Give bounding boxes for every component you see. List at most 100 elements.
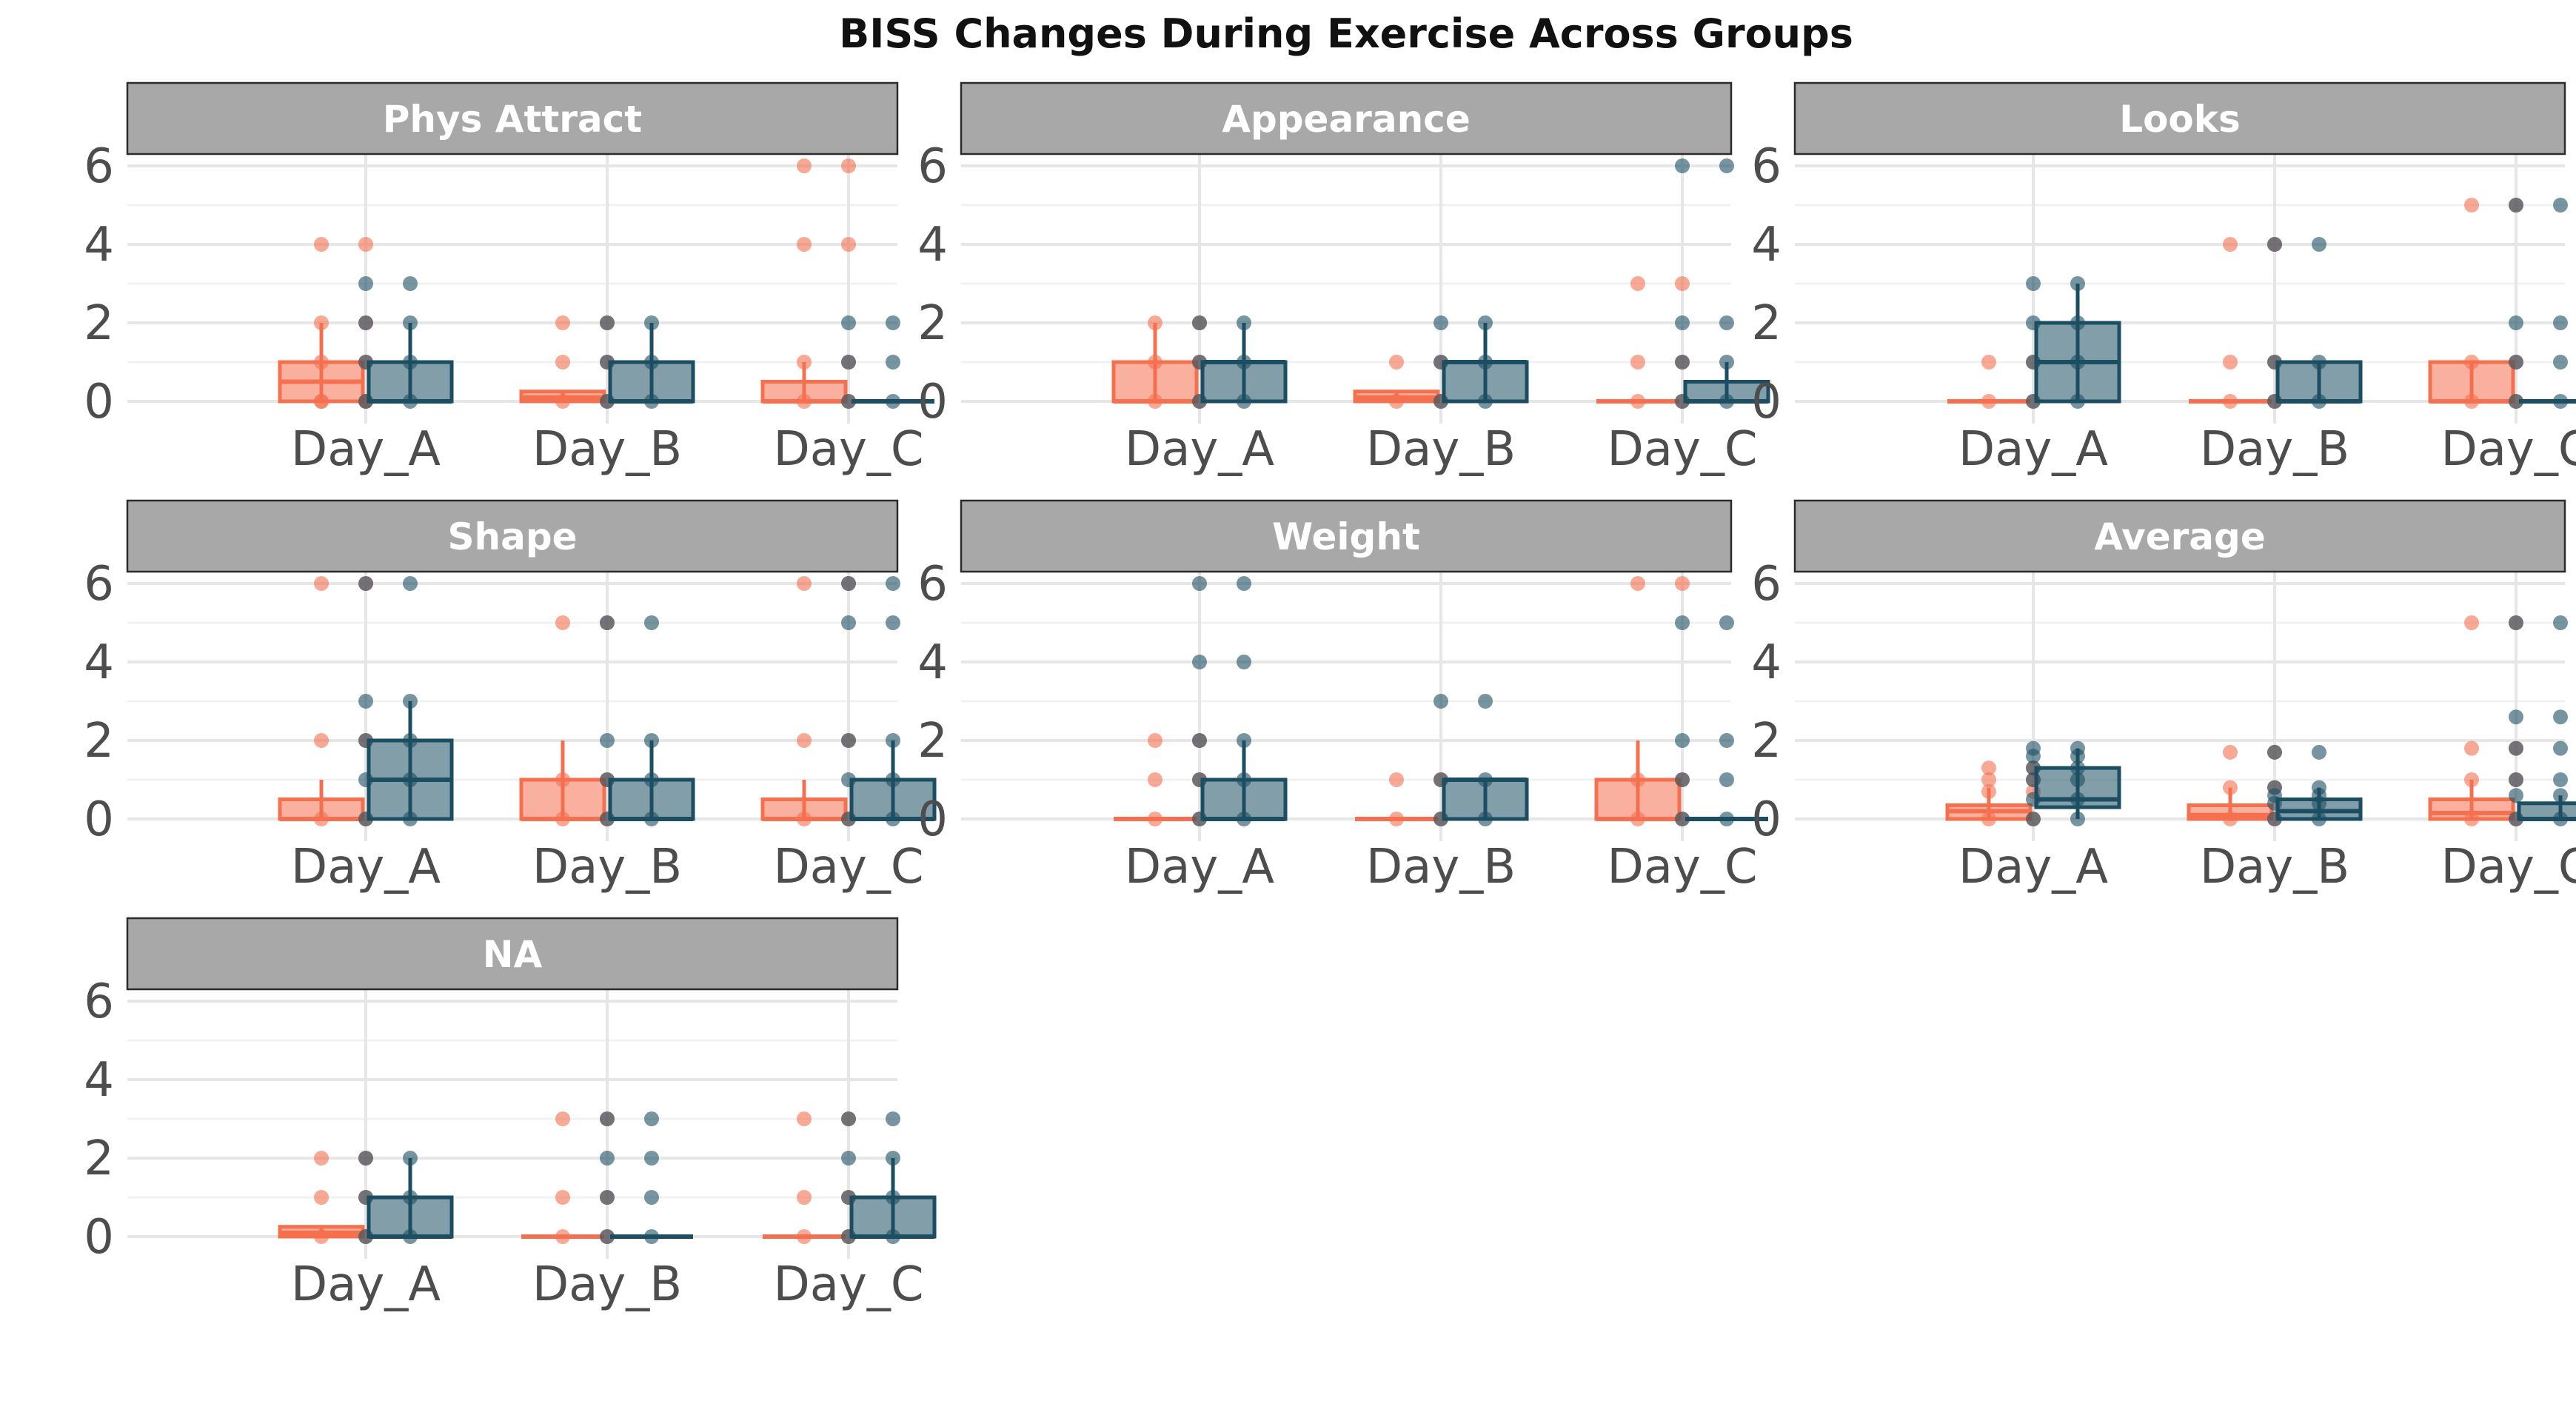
data-point [358, 733, 373, 748]
boxplot-series-1 [1945, 760, 2041, 826]
data-point-jitter [1719, 394, 1734, 409]
data-point-jitter [1719, 615, 1734, 630]
x-tick-label: Day_B [1366, 840, 1516, 895]
data-point-jitter [644, 1151, 659, 1166]
y-tick-label: 6 [84, 139, 114, 194]
data-point-jitter [2553, 788, 2568, 803]
data-point-jitter [403, 1190, 418, 1205]
data-point [2267, 394, 2282, 409]
data-point-jitter [2553, 394, 2568, 409]
data-point [1192, 772, 1207, 787]
data-point-jitter [2223, 744, 2238, 760]
facet-strip-label: Looks [2119, 98, 2241, 141]
chart-title: BISS Changes During Exercise Across Grou… [839, 10, 1853, 57]
data-point [1433, 394, 1448, 409]
x-tick-label: Day_B [532, 840, 682, 895]
data-point [358, 1151, 373, 1166]
boxplot-series-1 [760, 576, 856, 826]
data-point-jitter [314, 237, 329, 252]
data-point-jitter [797, 1229, 812, 1244]
boxplot-series-2 [1433, 315, 1529, 409]
data-point-jitter [314, 576, 329, 591]
data-point [1675, 355, 1690, 370]
data-point-jitter [797, 1111, 812, 1126]
data-point [841, 615, 856, 630]
data-point [600, 812, 615, 826]
data-point-jitter [555, 355, 570, 370]
data-point [2026, 760, 2041, 776]
data-point-jitter [1389, 355, 1404, 370]
boxplot-series-2 [841, 576, 937, 826]
data-point [1192, 355, 1207, 370]
data-point [600, 1190, 615, 1205]
data-point-jitter [2070, 276, 2085, 291]
data-point-jitter [314, 1229, 329, 1244]
data-point [1675, 158, 1690, 173]
data-point [2267, 237, 2282, 252]
facet-strip [1793, 499, 2566, 573]
y-tick-label: 2 [84, 296, 114, 351]
data-point-jitter [314, 812, 329, 826]
data-point-jitter [797, 394, 812, 409]
data-point-jitter [403, 394, 418, 409]
y-tick-label: 6 [84, 974, 114, 1029]
data-point [1675, 615, 1690, 630]
y-tick-label: 2 [84, 714, 114, 769]
data-point-jitter [314, 394, 329, 409]
boxplot-series-2 [841, 315, 934, 409]
data-point [1192, 733, 1207, 748]
data-point [1675, 733, 1690, 748]
data-point [841, 772, 856, 787]
facet-panel: Phys Attract 0 2 4 6 Day_A Day_B Day_C [84, 81, 934, 477]
data-point [841, 355, 856, 370]
facet-panel: Looks 0 2 4 6 Day_A Day_B Day_C [1751, 81, 2576, 477]
x-tick-label: Day_C [773, 422, 923, 477]
data-point [2509, 740, 2523, 756]
boxplot-series-2 [1675, 615, 1768, 826]
data-point-jitter [403, 1229, 418, 1244]
x-tick-label: Day_A [291, 422, 441, 477]
facet-strip [126, 81, 899, 156]
data-point [2026, 812, 2041, 826]
data-point-jitter [2553, 615, 2568, 630]
y-tick-label: 6 [1751, 139, 1782, 194]
y-tick-label: 0 [917, 792, 948, 847]
boxplot-series-2 [2509, 615, 2576, 826]
facet-panel: NA 0 2 4 6 Day_A Day_B Day_C [84, 917, 937, 1312]
boxplot-series-1 [763, 1111, 856, 1244]
facet-strip-label: Phys Attract [383, 98, 642, 141]
x-tick-label: Day_A [1958, 422, 2108, 477]
boxplot-series-2 [1433, 694, 1529, 826]
x-tick-label: Day_A [1125, 840, 1274, 895]
data-point [2509, 198, 2523, 213]
data-point-jitter [2312, 355, 2326, 370]
data-point [1433, 315, 1448, 330]
data-point [1192, 315, 1207, 330]
data-point [358, 1190, 373, 1205]
data-point-jitter [314, 1190, 329, 1205]
x-tick-label: Day_A [291, 840, 441, 895]
boxplot-series-2 [358, 1151, 454, 1244]
data-point [841, 812, 856, 826]
data-point [841, 1229, 856, 1244]
data-point [358, 812, 373, 826]
data-point-jitter [644, 615, 659, 630]
facet-panel: Appearance 0 2 4 6 Day_A Day_B Day_C [917, 81, 1770, 477]
data-point-jitter [403, 694, 418, 709]
data-point-jitter [1237, 355, 1251, 370]
data-point-jitter [1630, 276, 1645, 291]
x-tick-label: Day_B [1366, 422, 1516, 477]
data-point-jitter [2553, 772, 2568, 787]
data-point-jitter [797, 1190, 812, 1205]
data-point [358, 276, 373, 291]
data-point [1433, 812, 1448, 826]
data-point-jitter [2223, 237, 2238, 252]
data-point-jitter [886, 1190, 900, 1205]
data-point-jitter [1478, 355, 1493, 370]
facet-strip [960, 81, 1733, 156]
data-point-jitter [1981, 355, 1996, 370]
data-point-jitter [2070, 760, 2085, 776]
data-point-jitter [403, 276, 418, 291]
data-point [2509, 315, 2523, 330]
data-point [2509, 615, 2523, 630]
